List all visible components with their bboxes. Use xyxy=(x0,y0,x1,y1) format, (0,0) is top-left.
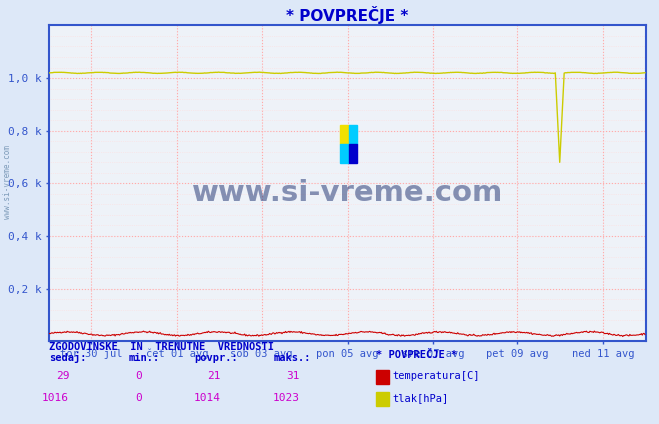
FancyBboxPatch shape xyxy=(341,144,349,163)
Text: 1014: 1014 xyxy=(194,393,221,403)
Text: www.si-vreme.com: www.si-vreme.com xyxy=(3,145,13,219)
Text: 1023: 1023 xyxy=(273,393,300,403)
Text: 29: 29 xyxy=(56,371,69,381)
FancyBboxPatch shape xyxy=(341,125,349,144)
Text: tlak[hPa]: tlak[hPa] xyxy=(392,393,448,403)
Text: maks.:: maks.: xyxy=(273,353,311,363)
Text: 31: 31 xyxy=(287,371,300,381)
FancyBboxPatch shape xyxy=(349,144,357,163)
Text: sedaj:: sedaj: xyxy=(49,352,87,363)
Text: 0: 0 xyxy=(135,371,142,381)
FancyBboxPatch shape xyxy=(349,125,357,144)
Text: temperatura[C]: temperatura[C] xyxy=(392,371,480,381)
Text: min.:: min.: xyxy=(129,353,159,363)
Text: www.si-vreme.com: www.si-vreme.com xyxy=(192,179,503,207)
Text: 1016: 1016 xyxy=(42,393,69,403)
Text: 0: 0 xyxy=(135,393,142,403)
Text: ZGODOVINSKE  IN  TRENUTNE  VREDNOSTI: ZGODOVINSKE IN TRENUTNE VREDNOSTI xyxy=(49,342,274,352)
Text: * POVPREČJE *: * POVPREČJE * xyxy=(376,350,457,360)
Text: povpr.:: povpr.: xyxy=(194,353,238,363)
Text: 21: 21 xyxy=(208,371,221,381)
Title: * POVPREČJE *: * POVPREČJE * xyxy=(287,6,409,24)
